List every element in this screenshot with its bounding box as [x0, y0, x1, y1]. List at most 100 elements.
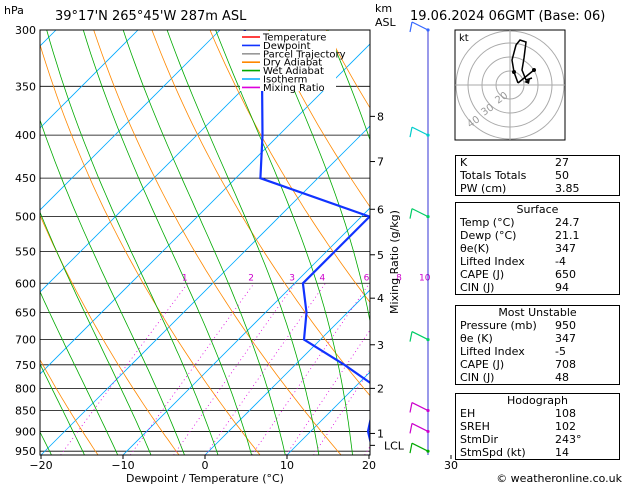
hodograph-trace — [511, 39, 533, 84]
mixing-ratio-label: 10 — [419, 273, 431, 283]
wet-adiabat-line — [268, 30, 370, 324]
surface-row: Dewp (°C) 21.1 — [460, 229, 580, 242]
pressure-tick-label: 300 — [15, 24, 36, 37]
wind-barb-point — [426, 429, 430, 434]
surface-row: Lifted Index -4 — [460, 255, 566, 268]
wind-barb — [409, 402, 413, 413]
x-tick-label: 0 — [202, 459, 209, 472]
wind-barb-point — [426, 449, 430, 453]
isotherm-line — [40, 30, 303, 293]
wind-barb — [411, 401, 429, 412]
height-tick-label: 5 — [377, 249, 384, 262]
mixing-ratio-line — [313, 368, 370, 455]
legend-label: Mixing Ratio — [263, 83, 325, 94]
mixing-ratio-label: 3 — [289, 273, 295, 283]
x-axis-label: Dewpoint / Temperature (°C) — [126, 472, 284, 485]
mu-row: CIN (J) 48 — [460, 371, 569, 384]
isotherm-line — [40, 125, 370, 455]
hodo-row: StmSpd (kt) 14 — [460, 446, 569, 459]
mixing-ratio-label: 8 — [396, 273, 402, 283]
most-unstable-panel: Most Unstable Pressure (mb) 950 θe (K) 347… — [455, 305, 620, 385]
dry-adiabat-line — [209, 30, 370, 303]
hodograph-unit: kt — [459, 33, 469, 44]
wet-adiabat-line — [40, 363, 85, 455]
pressure-tick-label: 450 — [15, 172, 36, 185]
x-tick-label: 20 — [362, 459, 376, 472]
dry-adiabat-line — [40, 214, 180, 455]
dry-adiabat-line — [93, 30, 342, 455]
wet-adiabat-line — [40, 290, 119, 455]
height-tick-label: 2 — [377, 382, 384, 395]
axes: 3003504004505005506006507007508008509009… — [15, 24, 542, 472]
wind-barb — [411, 331, 429, 341]
wind-barb — [409, 21, 413, 33]
hodograph-trace — [517, 69, 535, 84]
hodograph-point — [532, 68, 536, 72]
isotherm-line — [40, 30, 139, 129]
mu-row: Lifted Index -5 — [460, 345, 566, 358]
wind-barb-point — [426, 215, 430, 219]
wet-adiabat-line — [82, 30, 253, 455]
wet-adiabat-line — [327, 30, 370, 141]
dry-adiabat-line — [40, 358, 99, 455]
wet-adiabat-line — [122, 30, 286, 455]
storm-motion-marker — [524, 79, 530, 84]
x-tick-label: 10 — [280, 459, 294, 472]
pressure-tick-label: 800 — [15, 382, 36, 395]
legend-label: Dry Adiabat — [263, 58, 322, 69]
height-unit-asl: ASL — [375, 16, 397, 29]
mixing-ratio-label: 6 — [364, 273, 370, 283]
surface-row: CIN (J) 94 — [460, 281, 569, 294]
mixing-ratio-line — [129, 283, 255, 455]
wind-barbs — [409, 21, 430, 455]
hodograph-table-panel: Hodograph EH 108 SREH 102 StmDir 243° StmSp… — [455, 393, 620, 460]
legend-label: Temperature — [262, 33, 326, 44]
wind-barb — [409, 208, 413, 219]
pressure-tick-label: 700 — [15, 334, 36, 347]
legend-label: Wet Adiabat — [263, 66, 324, 77]
wind-barb — [411, 21, 429, 31]
legend-box — [240, 31, 336, 91]
wind-barb — [411, 442, 429, 452]
pressure-tick-label: 600 — [15, 277, 36, 290]
mixing-ratio-axis-label: Mixing Ratio (g/kg) — [388, 210, 401, 314]
pressure-tick-label: 400 — [15, 129, 36, 142]
legend-label: Dewpoint — [263, 41, 311, 52]
dry-adiabat-line — [40, 43, 261, 455]
mixing-ratio-line — [205, 283, 326, 455]
most-unstable-title: Most Unstable — [498, 306, 577, 319]
x-tick-label: 30 — [444, 459, 458, 472]
wind-barb — [411, 208, 429, 218]
copyright: © weatheronline.co.uk — [496, 472, 622, 485]
height-tick-label: 7 — [377, 156, 384, 169]
wind-barb-point — [426, 28, 430, 32]
index-row: K 27 — [460, 156, 569, 169]
isotherm-line — [204, 289, 370, 455]
hodo-row: EH 108 — [460, 407, 576, 420]
surface-row: CAPE (J) 650 — [460, 268, 576, 281]
hodo-row: SREH 102 — [460, 420, 576, 433]
background-lines — [40, 30, 370, 455]
indices-panel: K 27 Totals Totals 50 PW (cm) 3.85 — [455, 155, 620, 196]
wind-barb — [409, 443, 413, 454]
pressure-tick-label: 850 — [15, 405, 36, 418]
mixing-ratio-label: 4 — [320, 273, 326, 283]
pressure-tick-label: 650 — [15, 307, 36, 320]
pressure-tick-label: 350 — [15, 80, 36, 93]
hodograph-point — [512, 70, 516, 74]
wet-adiabat-line — [40, 118, 185, 455]
wind-barb-point — [426, 133, 430, 137]
pressure-tick-label: 950 — [15, 445, 36, 458]
hodo-row: StmDir 243° — [460, 433, 582, 446]
mixing-ratio-line — [285, 329, 370, 455]
height-tick-label: 6 — [377, 203, 384, 216]
hodograph-table-title: Hodograph — [507, 394, 568, 407]
location-title: 39°17'N 265°45'W 287m ASL — [55, 9, 247, 24]
wet-adiabat-line — [40, 211, 152, 455]
wet-adiabat-line — [215, 30, 353, 455]
hodograph: kt 20 30 40 — [454, 29, 566, 141]
isotherm-line — [122, 207, 370, 455]
mu-row: CAPE (J) 708 — [460, 358, 576, 371]
